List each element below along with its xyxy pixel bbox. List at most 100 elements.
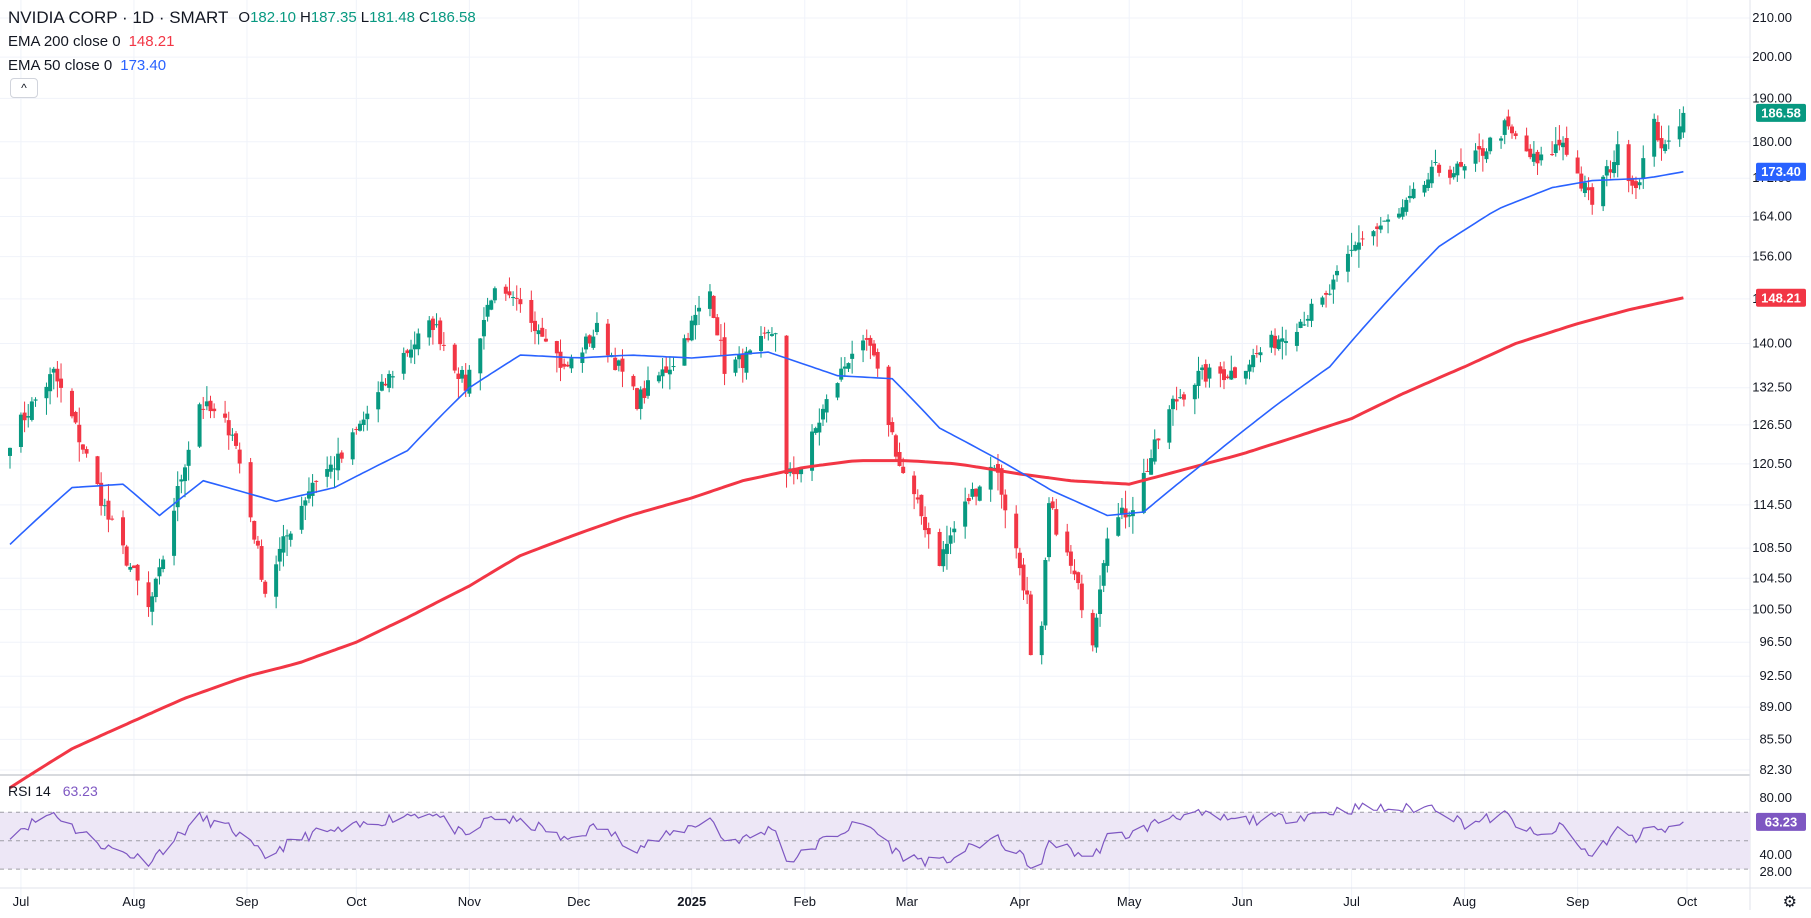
price-tick-label: 92.50 — [1759, 668, 1792, 683]
candle-body — [1283, 341, 1288, 343]
price-tick-label: 164.00 — [1752, 208, 1792, 223]
candle-body — [529, 299, 534, 323]
candle-body — [1145, 471, 1150, 473]
time-tick-label: Aug — [1453, 894, 1476, 909]
candle-body — [110, 518, 115, 520]
collapse-legend-button[interactable]: ^ — [10, 78, 38, 98]
candle-body — [1407, 195, 1412, 199]
candle-body — [948, 535, 953, 544]
candle-body — [106, 500, 111, 520]
candle-body — [306, 491, 311, 499]
candle-body — [923, 516, 928, 531]
gear-icon[interactable]: ⚙ — [1782, 894, 1797, 911]
candle-body — [1251, 355, 1256, 368]
candle-body — [1612, 162, 1617, 174]
candle-body — [1280, 338, 1285, 342]
candle-body — [565, 364, 570, 367]
candle-body — [212, 408, 217, 412]
candle-body — [638, 389, 643, 409]
time-tick-label: Jul — [13, 894, 30, 909]
candle-body — [1320, 297, 1325, 305]
ema50-value: 173.40 — [120, 57, 167, 74]
candle-body — [208, 400, 213, 412]
candle-body — [1127, 514, 1132, 517]
time-tick-label: Oct — [346, 894, 367, 909]
candle-body — [310, 482, 315, 496]
candle-body — [1528, 148, 1533, 158]
candle-body — [970, 488, 975, 497]
time-tick-label: Feb — [794, 894, 816, 909]
ema200-value: 148.21 — [128, 33, 175, 50]
candle-body — [890, 422, 895, 433]
candle-body — [667, 369, 672, 375]
candle-body — [1666, 140, 1671, 142]
candle-body — [1473, 150, 1478, 164]
candle-body — [434, 324, 439, 326]
candle-body — [915, 497, 920, 500]
candle-body — [988, 466, 993, 490]
candle-body — [901, 466, 906, 474]
price-tick-label: 104.50 — [1752, 570, 1792, 585]
close-value: 186.58 — [429, 9, 476, 26]
symbol-title[interactable]: NVIDIA CORP · 1D · SMART — [8, 8, 229, 27]
candle-body — [1043, 560, 1048, 626]
candle-body — [642, 388, 647, 398]
open-value: 182.10 — [250, 9, 296, 26]
candle-body — [288, 533, 293, 540]
price-tick-label: 108.50 — [1752, 540, 1792, 555]
price-tick-label: 210.00 — [1752, 10, 1792, 25]
candle-body — [1524, 135, 1529, 152]
price-tick-label: 114.50 — [1753, 497, 1792, 512]
candle-body — [584, 336, 589, 350]
candle-body — [543, 338, 548, 342]
rsi-tag: 63.23 — [1765, 814, 1798, 829]
candle-body — [274, 564, 279, 597]
candle-body — [682, 338, 687, 366]
candle-body — [1167, 409, 1172, 443]
open-label: O — [238, 9, 251, 26]
candle-body — [995, 464, 1000, 473]
candle-body — [124, 546, 129, 566]
candle-body — [919, 494, 924, 517]
candle-body — [864, 338, 869, 340]
candle-body — [1604, 166, 1609, 176]
candle-body — [1222, 369, 1227, 381]
ohlc-row: NVIDIA CORP · 1D · SMART O 182.10 H 187.35… — [8, 6, 480, 30]
candle-body — [850, 353, 855, 359]
candle-body — [813, 428, 818, 433]
rsi-legend[interactable]: RSI 14 63.23 — [8, 783, 98, 799]
candle-body — [886, 366, 891, 426]
candle-body — [1681, 112, 1686, 133]
candle-body — [944, 543, 949, 554]
price-tick-label: 120.50 — [1752, 456, 1792, 471]
candle-body — [937, 531, 942, 566]
candle-body — [1437, 164, 1442, 173]
candle-body — [1050, 501, 1055, 509]
candle-body — [80, 444, 85, 450]
candle-body — [715, 317, 720, 336]
time-tick-label: Jun — [1232, 894, 1253, 909]
candle-body — [77, 424, 82, 443]
ema200-row[interactable]: EMA 200 close 0 148.21 — [8, 30, 480, 54]
candle-body — [1371, 231, 1376, 237]
candle-body — [1207, 367, 1212, 379]
candle-body — [1531, 153, 1536, 162]
candle-body — [128, 566, 133, 570]
candle-body — [1477, 146, 1482, 150]
candle-body — [1502, 120, 1507, 135]
candle-body — [1072, 570, 1077, 575]
candle-body — [740, 354, 745, 369]
ema50-row[interactable]: EMA 50 close 0 173.40 — [8, 54, 480, 78]
candle-body — [44, 386, 49, 399]
candle-body — [376, 392, 381, 410]
candle-body — [820, 408, 825, 420]
candle-body — [594, 322, 599, 333]
candle-body — [336, 453, 341, 471]
candle-body — [1539, 154, 1544, 161]
candle-body — [1254, 353, 1259, 355]
candle-body — [791, 468, 796, 475]
candle-body — [1663, 144, 1668, 152]
price-tick-label: 140.00 — [1752, 336, 1792, 351]
candle-body — [1345, 253, 1350, 272]
